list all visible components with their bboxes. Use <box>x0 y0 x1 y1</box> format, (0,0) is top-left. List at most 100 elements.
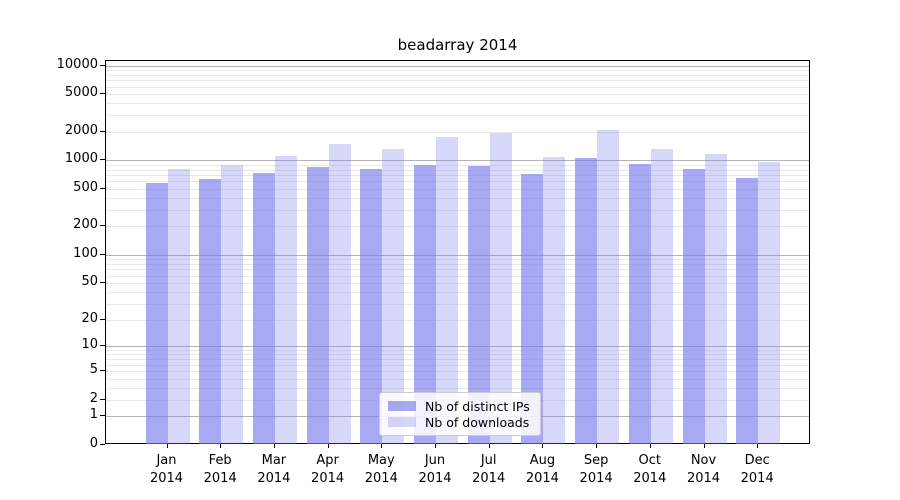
bar-dec-distinct-ips <box>736 177 759 444</box>
gridline-minor <box>106 175 809 176</box>
x-tick-label: Oct 2014 <box>633 453 667 486</box>
legend-label-distinct-ips: Nb of distinct IPs <box>425 398 530 414</box>
x-tick-mark <box>649 444 651 448</box>
gridline-minor <box>106 282 809 284</box>
gridline-major <box>106 65 809 67</box>
bar-mar-distinct-ips <box>252 173 275 444</box>
x-tick-label: Jul 2014 <box>472 453 506 486</box>
gridline-minor <box>106 115 809 117</box>
y-tick-label: 100 <box>73 245 98 261</box>
bar-aug-downloads <box>543 157 566 444</box>
gridline-major <box>106 160 809 162</box>
gridline-minor <box>106 269 809 271</box>
gridline-minor <box>106 69 809 71</box>
bar-jun-distinct-ips <box>414 164 436 444</box>
y-tick-mark <box>100 415 105 417</box>
gridline-minor <box>106 259 809 261</box>
y-tick-mark <box>100 64 105 66</box>
y-tick-label: 2 <box>89 390 98 406</box>
x-tick-label: Feb 2014 <box>203 453 237 486</box>
y-tick-mark <box>100 318 105 320</box>
y-tick-label: 5 <box>89 362 98 378</box>
x-tick-mark <box>703 444 705 448</box>
x-tick-label: May 2014 <box>364 453 398 486</box>
bar-sep-distinct-ips <box>575 157 598 444</box>
gridline-minor <box>106 74 809 76</box>
x-tick-mark <box>435 444 436 448</box>
y-tick-mark <box>100 370 105 372</box>
x-tick-label: Mar 2014 <box>257 453 291 486</box>
gridline-minor <box>106 350 809 352</box>
x-tick-label: Dec 2014 <box>740 453 774 486</box>
legend-item-distinct-ips: Nb of distinct IPs <box>388 398 532 414</box>
legend-item-downloads: Nb of downloads <box>388 414 532 430</box>
gridline-major <box>106 254 809 256</box>
y-tick-label: 10 <box>81 337 98 353</box>
y-tick-label: 200 <box>73 217 98 233</box>
gridline-minor <box>106 275 809 277</box>
gridline-minor <box>106 319 809 321</box>
bar-may-downloads <box>382 149 405 444</box>
gridline-minor <box>106 371 809 373</box>
y-tick-mark <box>100 93 105 95</box>
bar-oct-distinct-ips <box>628 163 651 444</box>
bar-nov-distinct-ips <box>682 169 705 444</box>
chart-title: beadarray 2014 <box>397 36 518 54</box>
y-tick-label: 2000 <box>64 122 98 138</box>
x-tick-mark <box>166 444 168 448</box>
y-tick-mark <box>100 281 105 283</box>
gridline-minor <box>106 354 809 356</box>
bar-apr-distinct-ips <box>306 166 329 444</box>
gridline-minor <box>106 94 809 96</box>
gridline-minor <box>106 387 809 389</box>
gridline-minor <box>106 131 809 133</box>
bar-jun-downloads <box>436 136 458 444</box>
x-tick-label: Jun 2014 <box>418 453 452 486</box>
bar-may-distinct-ips <box>360 168 383 444</box>
gridline-minor <box>106 209 809 211</box>
gridline-minor <box>106 359 809 361</box>
legend-label-downloads: Nb of downloads <box>425 414 530 430</box>
y-tick-label: 1000 <box>64 151 98 167</box>
gridline-major <box>106 346 809 348</box>
y-tick-label: 500 <box>73 179 98 195</box>
legend: Nb of distinct IPs Nb of downloads <box>379 392 541 436</box>
gridline-minor <box>106 226 809 228</box>
bar-feb-distinct-ips <box>199 178 222 444</box>
x-tick-mark <box>273 444 275 448</box>
bar-mar-downloads <box>274 156 297 444</box>
x-tick-label: Aug 2014 <box>525 453 559 486</box>
x-tick-mark <box>327 444 329 448</box>
x-tick-mark <box>757 444 759 448</box>
legend-swatch-downloads <box>388 417 416 427</box>
y-tick-mark <box>100 225 105 227</box>
y-tick-label: 0 <box>89 436 98 451</box>
y-tick-label: 10000 <box>56 56 98 72</box>
y-tick-mark <box>100 345 105 347</box>
y-tick-label: 5000 <box>64 85 98 101</box>
y-tick-label: 20 <box>81 310 98 326</box>
bar-jul-downloads <box>489 132 512 444</box>
y-tick-label: 50 <box>81 273 98 289</box>
gridline-minor <box>106 169 809 171</box>
bar-jan-downloads <box>167 169 190 444</box>
bar-jan-distinct-ips <box>145 182 168 444</box>
bar-nov-downloads <box>704 154 727 444</box>
y-tick-mark <box>100 253 105 255</box>
y-tick-label: 1 <box>89 407 98 423</box>
bar-dec-downloads <box>758 162 781 444</box>
gridline-minor <box>106 181 809 183</box>
plot-area <box>105 60 810 444</box>
gridline-minor <box>106 198 809 200</box>
gridline-minor <box>106 303 809 305</box>
x-tick-mark <box>381 444 383 448</box>
x-tick-mark <box>542 444 544 448</box>
gridline-minor <box>106 291 809 293</box>
bar-oct-downloads <box>650 149 673 444</box>
x-tick-label: Nov 2014 <box>686 453 721 486</box>
bar-aug-distinct-ips <box>521 174 544 444</box>
x-tick-mark <box>596 444 598 448</box>
gridline-minor <box>106 80 809 82</box>
gridline-minor <box>106 188 809 190</box>
